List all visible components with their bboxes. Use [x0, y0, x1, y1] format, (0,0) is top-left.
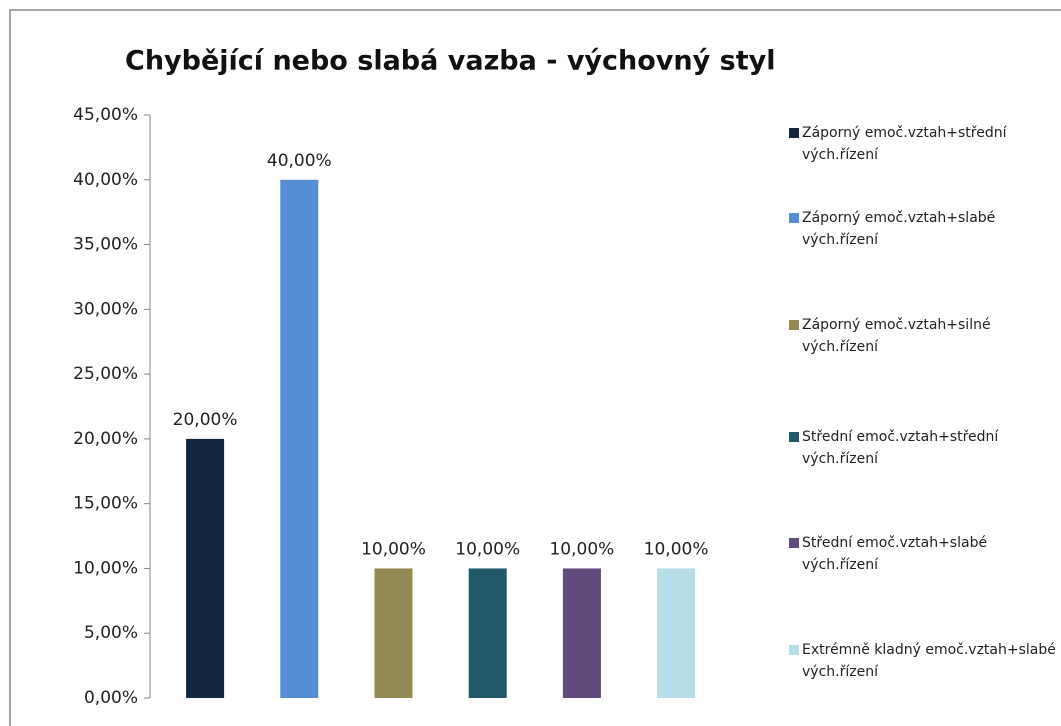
- legend: Záporný emoč.vztah+střední vých.řízení Zá…: [789, 0, 1061, 726]
- y-tick-label: 10,00%: [73, 558, 138, 578]
- data-label: 40,00%: [267, 151, 332, 171]
- data-label: 10,00%: [361, 539, 426, 559]
- y-tick-label: 25,00%: [73, 364, 138, 384]
- legend-swatch: [789, 538, 799, 548]
- y-tick-label: 15,00%: [73, 494, 138, 514]
- legend-item: Záporný emoč.vztah+slabé vých.řízení: [789, 207, 1057, 251]
- bar: [657, 568, 696, 698]
- y-tick-label: 20,00%: [73, 429, 138, 449]
- legend-label: Záporný emoč.vztah+silné vých.řízení: [802, 317, 991, 355]
- y-tick-label: 30,00%: [73, 299, 138, 319]
- legend-item: Střední emoč.vztah+střední vých.řízení: [789, 426, 1057, 470]
- data-label: 10,00%: [455, 539, 520, 559]
- y-tick-label: 40,00%: [73, 170, 138, 190]
- y-tick-label: 5,00%: [84, 623, 138, 643]
- legend-item: Střední emoč.vztah+slabé vých.řízení: [789, 532, 1057, 576]
- y-tick-label: 35,00%: [73, 235, 138, 255]
- data-label: 10,00%: [644, 539, 709, 559]
- legend-swatch: [789, 128, 799, 138]
- y-tick-label: 0,00%: [84, 688, 138, 708]
- legend-swatch: [789, 320, 799, 330]
- y-tick-label: 45,00%: [73, 105, 138, 125]
- bar: [280, 179, 319, 698]
- legend-label: Extrémně kladný emoč.vztah+slabé vých.ří…: [802, 642, 1056, 680]
- legend-item: Záporný emoč.vztah+silné vých.řízení: [789, 314, 1057, 358]
- legend-label: Střední emoč.vztah+slabé vých.řízení: [802, 535, 988, 573]
- legend-swatch: [789, 432, 799, 442]
- bar: [186, 438, 225, 698]
- bar: [562, 568, 601, 698]
- legend-label: Střední emoč.vztah+střední vých.řízení: [802, 429, 999, 467]
- legend-label: Záporný emoč.vztah+slabé vých.řízení: [802, 210, 996, 248]
- chart-title: Chybějící nebo slabá vazba - výchovný st…: [125, 46, 775, 77]
- legend-label: Záporný emoč.vztah+střední vých.řízení: [802, 125, 1007, 163]
- legend-item: Záporný emoč.vztah+střední vých.řízení: [789, 122, 1057, 166]
- data-label: 10,00%: [549, 539, 614, 559]
- data-label: 20,00%: [173, 410, 238, 430]
- bar: [374, 568, 413, 698]
- bar: [468, 568, 507, 698]
- chart-border: [9, 9, 1061, 726]
- legend-item: Extrémně kladný emoč.vztah+slabé vých.ří…: [789, 639, 1057, 683]
- legend-swatch: [789, 645, 799, 655]
- legend-swatch: [789, 213, 799, 223]
